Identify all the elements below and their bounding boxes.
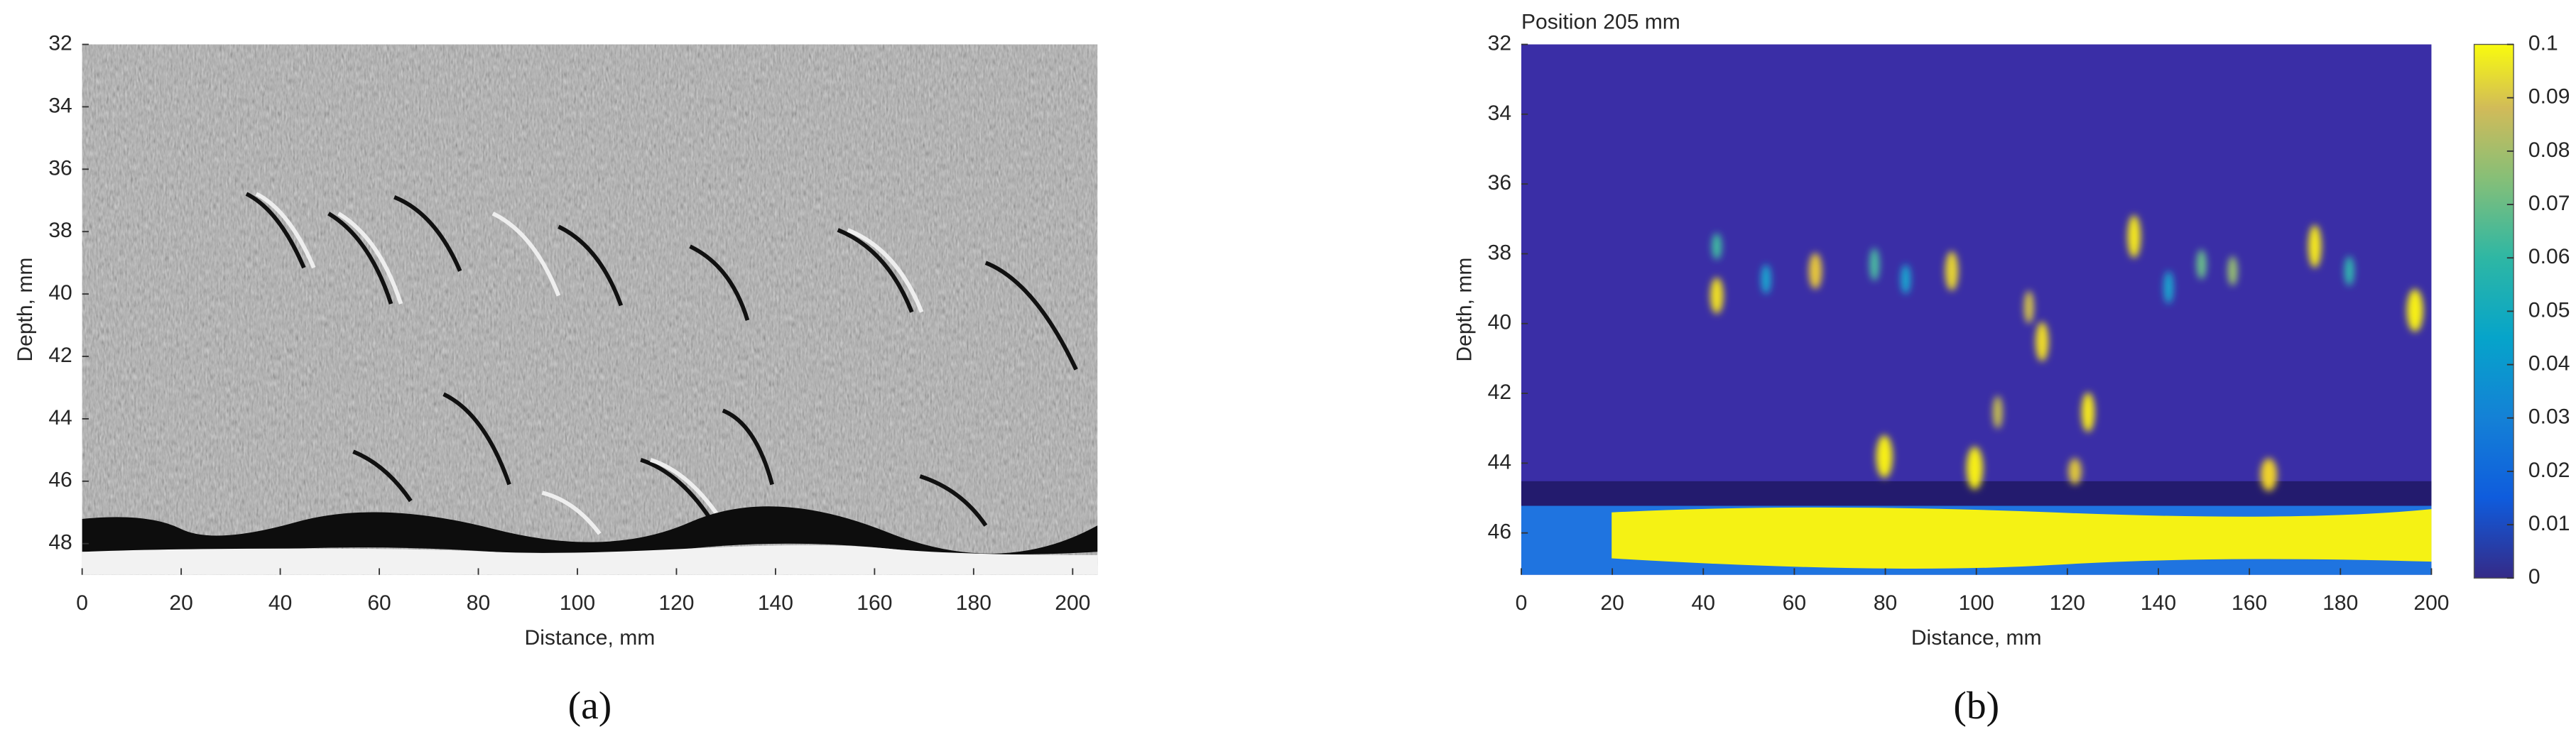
x-tick-label: 100	[560, 591, 595, 615]
y-tick-label: 36	[48, 156, 72, 180]
x-axis-label: Distance, mm	[1911, 626, 2042, 650]
y-tick-label: 32	[48, 31, 72, 55]
colorbar-tick-label: 0.08	[2528, 138, 2570, 162]
x-tick-label: 120	[658, 591, 694, 615]
x-tick-label: 60	[1783, 591, 1806, 615]
backwall-dark	[82, 506, 1098, 554]
heatmap-spots	[1710, 215, 2423, 491]
x-axis-label: Distance, mm	[525, 626, 656, 650]
y-tick-label: 38	[48, 219, 72, 242]
panel-label: (b)	[1953, 684, 1999, 728]
x-tick-label: 200	[2413, 591, 2449, 615]
y-tick-label: 34	[1488, 102, 1511, 125]
y-tick-label: 44	[1488, 450, 1511, 474]
x-tick-label: 180	[2322, 591, 2358, 615]
heatmap-high-band	[1612, 507, 2432, 569]
y-tick-label: 42	[48, 344, 72, 367]
x-tick-label: 40	[1692, 591, 1715, 615]
y-tick-label: 42	[1488, 381, 1511, 404]
y-tick-label: 46	[1488, 520, 1511, 544]
x-tick-label: 160	[2232, 591, 2267, 615]
x-tick-label: 140	[2141, 591, 2176, 615]
bscan-image	[82, 44, 1098, 575]
y-tick-label: 40	[48, 281, 72, 305]
x-tick-label: 100	[1959, 591, 1994, 615]
x-tick-label: 60	[367, 591, 391, 615]
x-tick-label: 0	[1516, 591, 1528, 615]
colorbar-tick-label: 0.1	[2528, 31, 2558, 55]
y-tick-label: 40	[1488, 311, 1511, 334]
y-tick-label: 38	[1488, 241, 1511, 264]
backwall-light	[82, 545, 1098, 575]
colorbar-tick-label: 0.02	[2528, 459, 2570, 482]
y-tick-label: 34	[48, 94, 72, 117]
colorbar-tick-label: 0.09	[2528, 85, 2570, 109]
colorbar-tick-label: 0.05	[2528, 298, 2570, 322]
colorbar-tick-label: 0.04	[2528, 352, 2570, 376]
colorbar-tick-label: 0.03	[2528, 405, 2570, 429]
heatmap-image	[1521, 44, 2432, 575]
colorbar-tick-label: 0.06	[2528, 245, 2570, 268]
bscan-echoes	[245, 192, 1078, 535]
y-tick-label: 48	[48, 531, 72, 554]
x-tick-label: 200	[1055, 591, 1090, 615]
colorbar-tick-label: 0	[2528, 565, 2540, 589]
x-tick-label: 160	[857, 591, 892, 615]
bscan-noise	[82, 44, 1098, 575]
x-tick-label: 80	[1874, 591, 1897, 615]
y-tick-label: 44	[48, 406, 72, 430]
colorbar-tick-label: 0.07	[2528, 192, 2570, 215]
x-tick-label: 80	[467, 591, 490, 615]
y-axis-label: Depth, mm	[13, 258, 37, 362]
x-tick-label: 20	[169, 591, 192, 615]
panel-label: (a)	[568, 684, 612, 728]
x-tick-label: 40	[268, 591, 292, 615]
x-tick-label: 140	[758, 591, 793, 615]
x-tick-label: 180	[956, 591, 991, 615]
x-tick-label: 20	[1600, 591, 1624, 615]
colorbar-tick-label: 0.01	[2528, 512, 2570, 535]
y-tick-label: 46	[48, 469, 72, 492]
y-axis-label: Depth, mm	[1452, 258, 1476, 362]
x-tick-label: 0	[76, 591, 88, 615]
x-tick-label: 120	[2050, 591, 2085, 615]
chart-title: Position 205 mm	[1521, 10, 1680, 33]
y-tick-label: 36	[1488, 171, 1511, 195]
y-tick-label: 32	[1488, 31, 1511, 55]
